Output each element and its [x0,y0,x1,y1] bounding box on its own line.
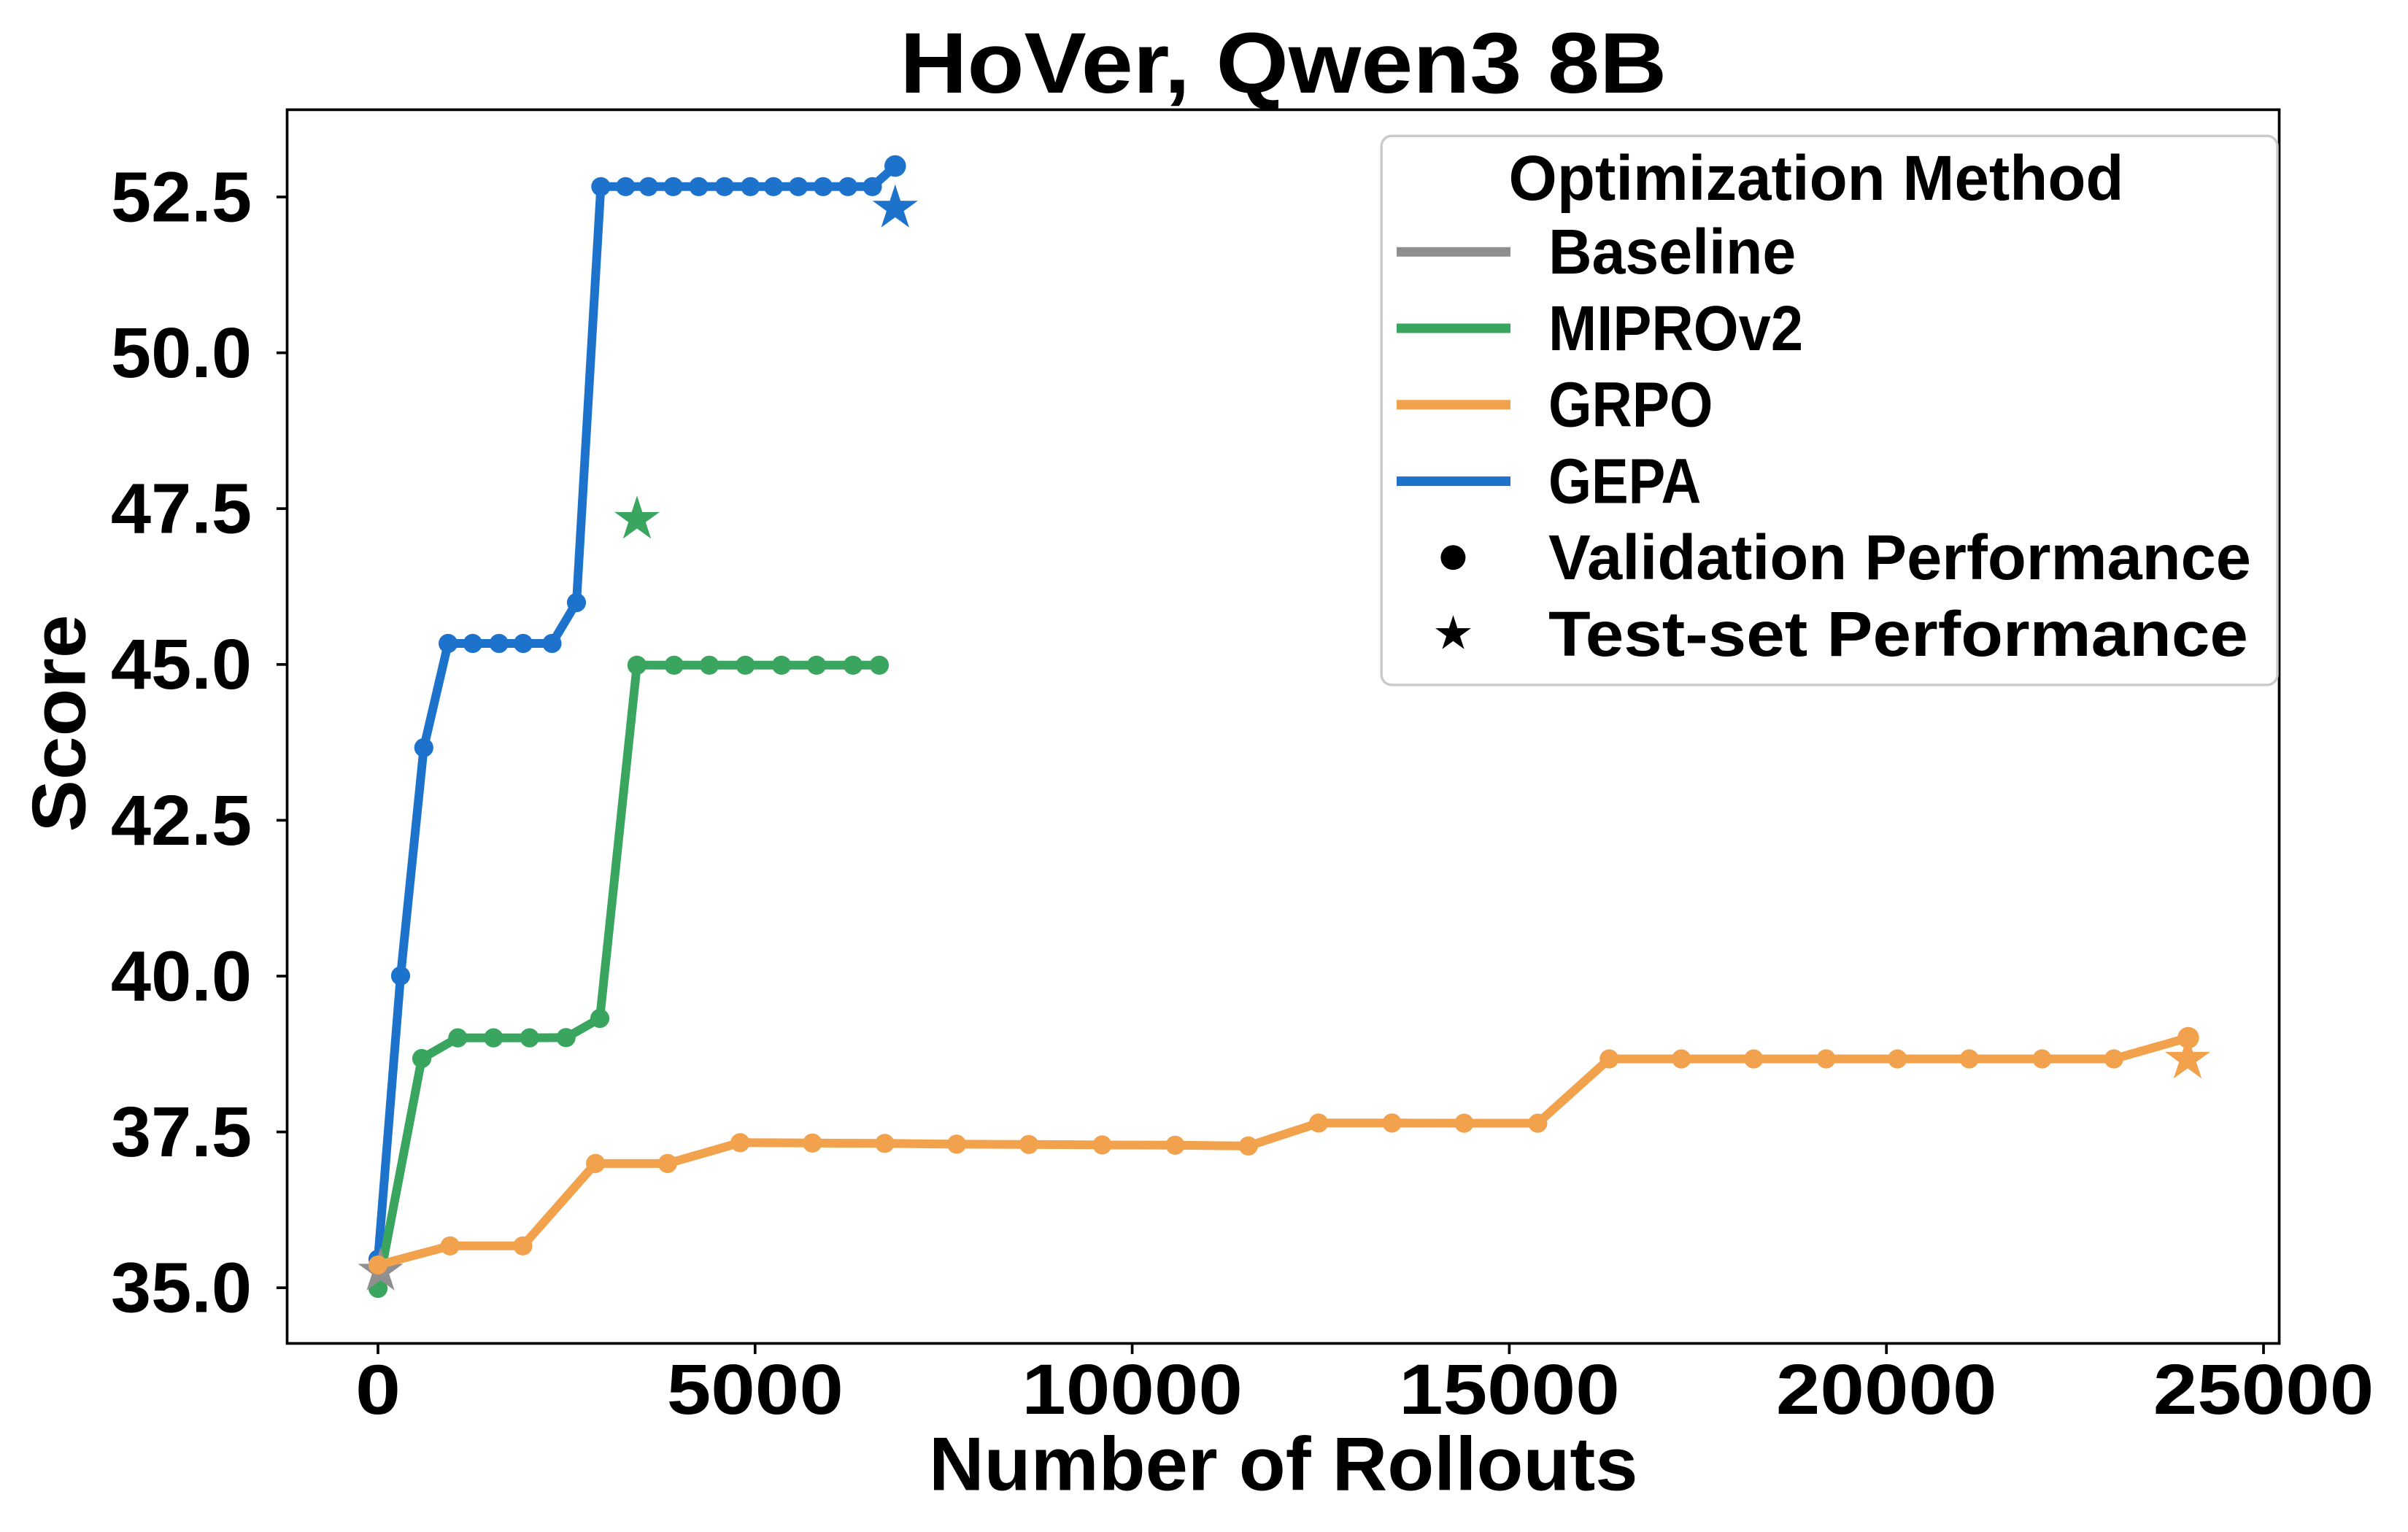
svg-text:Test-set Performance: Test-set Performance [1548,599,2248,670]
svg-text:47.5: 47.5 [111,469,252,549]
svg-text:MIPROv2: MIPROv2 [1548,293,1803,364]
svg-text:42.5: 42.5 [111,781,252,860]
svg-text:45.0: 45.0 [111,624,252,704]
svg-text:52.5: 52.5 [111,157,252,236]
svg-text:35.0: 35.0 [111,1248,252,1328]
svg-text:HoVer, Qwen3 8B: HoVer, Qwen3 8B [900,15,1667,111]
svg-text:Optimization Method: Optimization Method [1509,143,2124,214]
svg-text:10000: 10000 [1022,1350,1243,1428]
svg-text:GEPA: GEPA [1548,446,1701,517]
svg-text:0: 0 [355,1350,401,1430]
svg-text:15000: 15000 [1399,1350,1620,1428]
svg-text:40.0: 40.0 [111,936,252,1015]
svg-text:Baseline: Baseline [1548,216,1796,287]
svg-text:20000: 20000 [1776,1350,1997,1428]
svg-text:GRPO: GRPO [1548,370,1713,441]
svg-text:37.5: 37.5 [111,1092,252,1172]
svg-text:25000: 25000 [2153,1350,2374,1428]
svg-text:5000: 5000 [667,1350,844,1428]
svg-text:Score: Score [17,614,101,832]
svg-text:Validation Performance: Validation Performance [1548,522,2251,593]
svg-text:Number of Rollouts: Number of Rollouts [929,1423,1638,1507]
svg-text:50.0: 50.0 [111,313,252,392]
